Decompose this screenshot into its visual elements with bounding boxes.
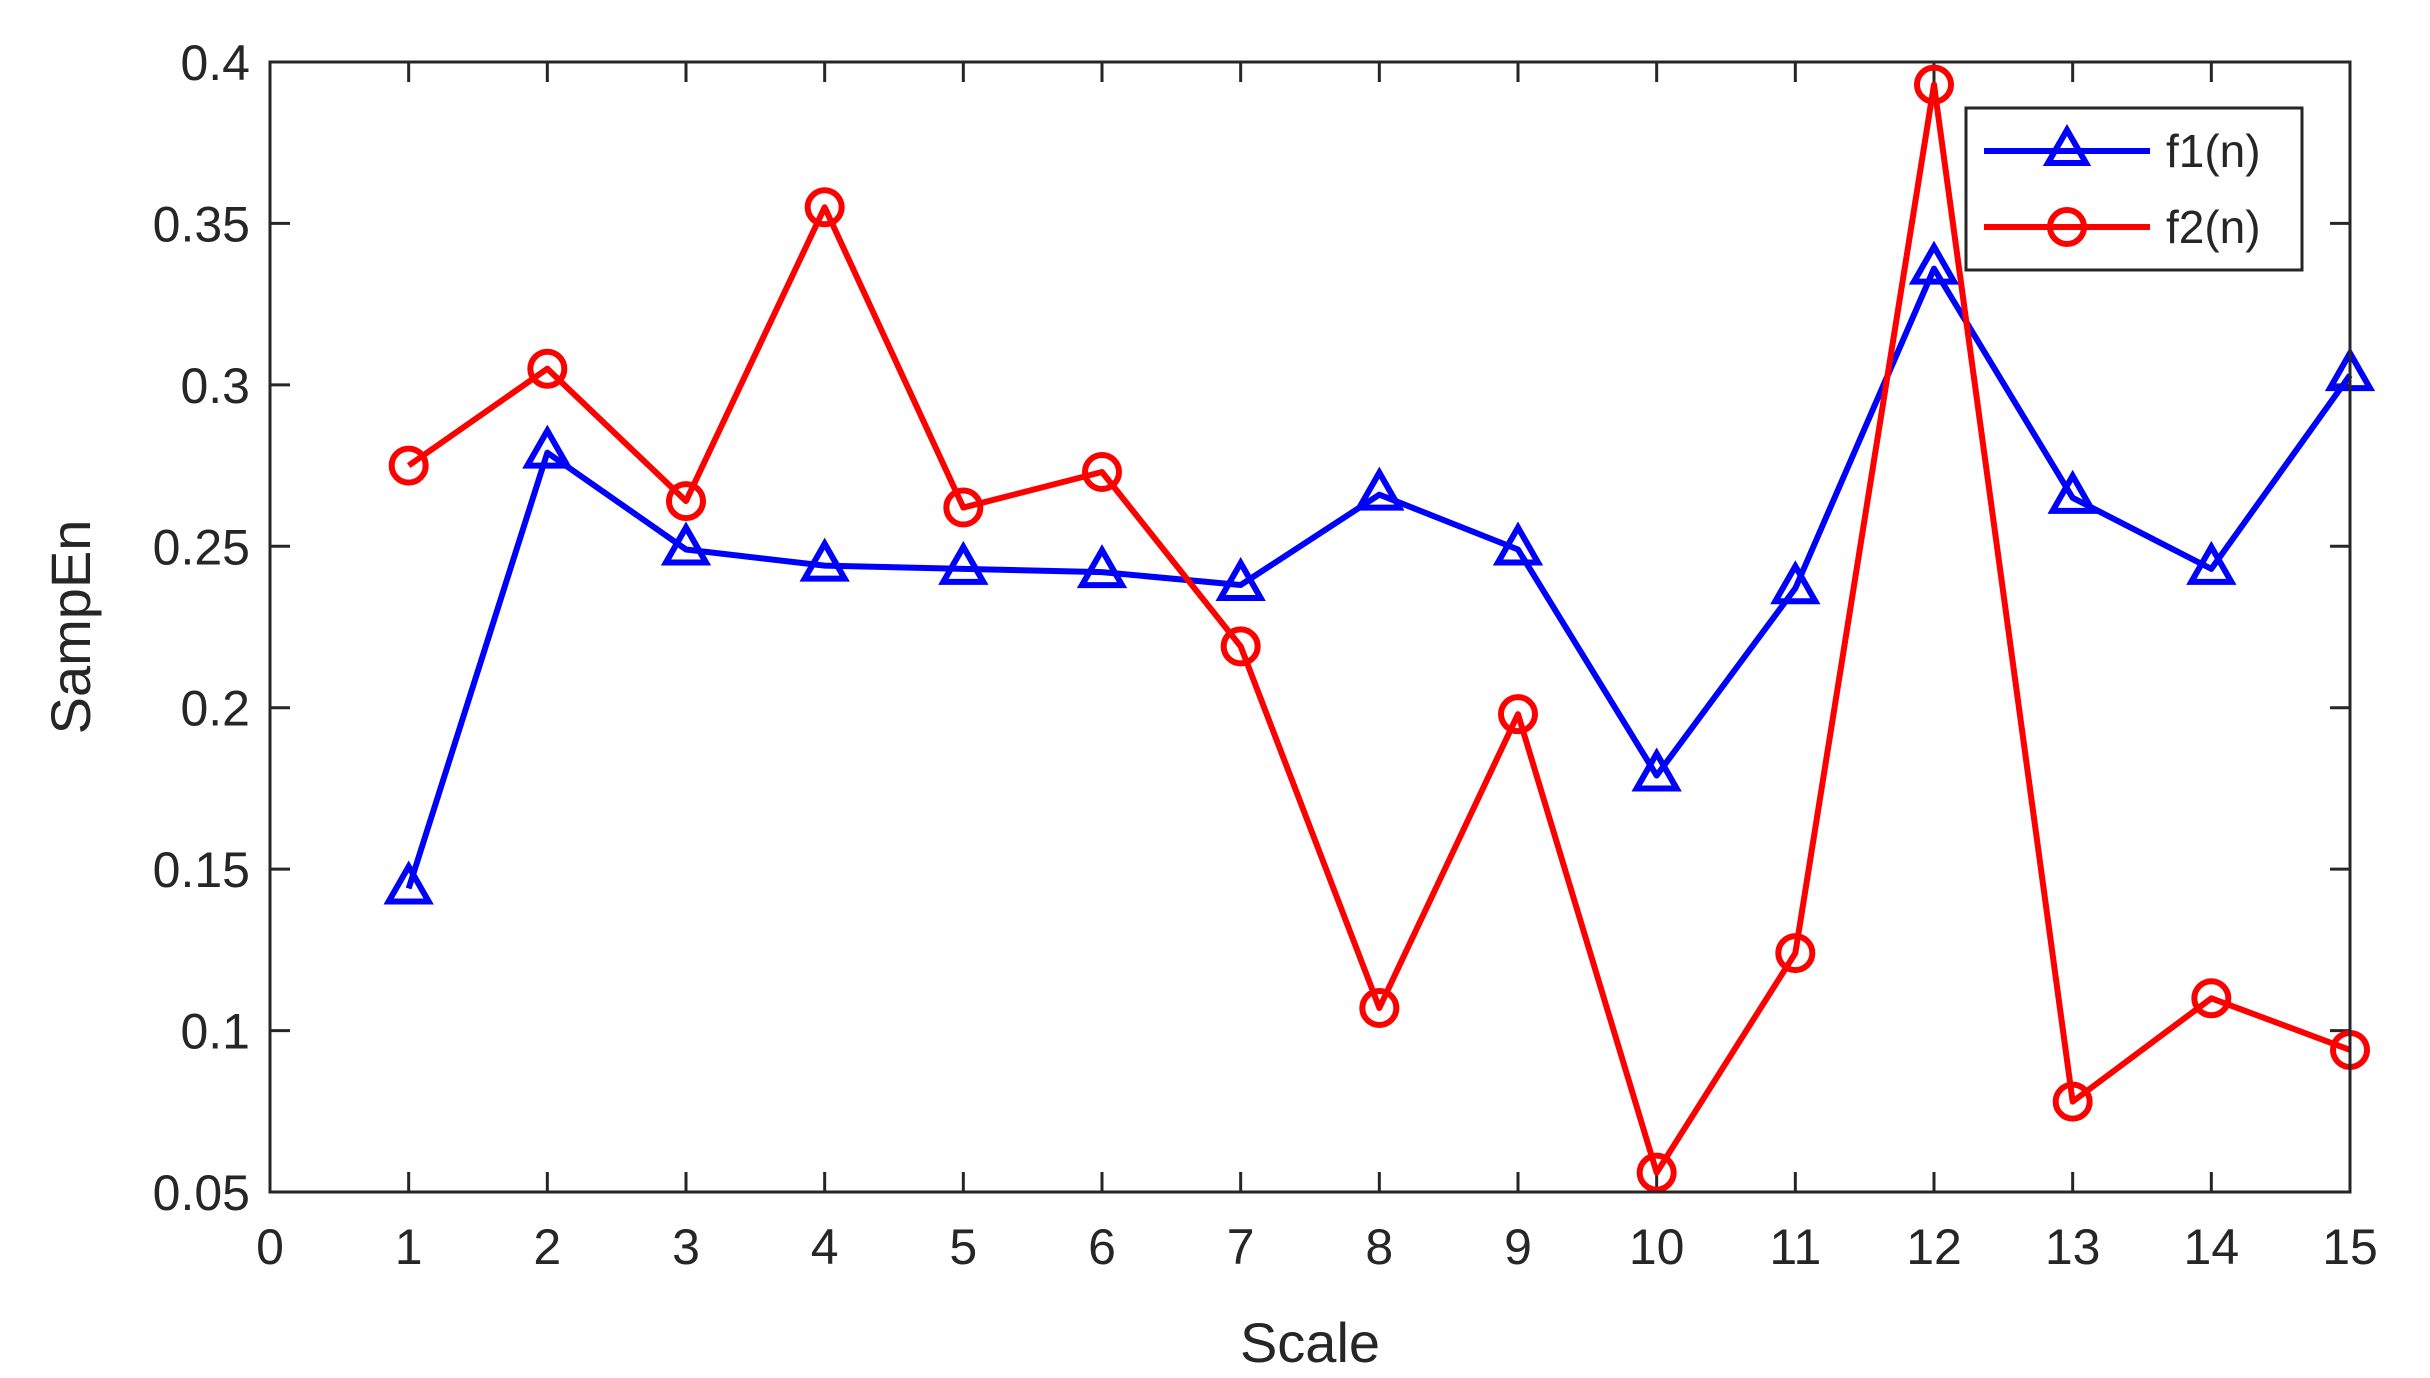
legend-marker-f2 — [2047, 207, 2087, 247]
x-tick-label: 12 — [1906, 1219, 1962, 1275]
y-tick-label: 0.15 — [153, 842, 250, 898]
series-1-point — [799, 537, 850, 582]
x-tick-label: 2 — [533, 1219, 561, 1275]
x-tick-label: 10 — [1629, 1219, 1685, 1275]
x-tick-label: 8 — [1365, 1219, 1393, 1275]
series-2-point — [1775, 933, 1816, 974]
x-tick-label: 1 — [395, 1219, 423, 1275]
y-tick-label: 0.1 — [180, 1004, 250, 1060]
x-tick-label: 7 — [1227, 1219, 1255, 1275]
x-tick-label: 11 — [1769, 1219, 1821, 1275]
series-1-point — [2186, 540, 2237, 585]
series-1-point — [1215, 556, 1266, 602]
series-2-point — [527, 348, 568, 389]
series-1-point — [660, 521, 712, 566]
series-1-point — [2047, 469, 2098, 514]
series-2-point — [1914, 64, 1954, 105]
legend-label-f2: f2(n) — [2166, 201, 2261, 253]
y-tick-label: 0.2 — [180, 681, 250, 737]
x-tick-label: 6 — [1088, 1219, 1116, 1275]
y-tick-label: 0.25 — [153, 519, 250, 575]
y-axis-title: SampEn — [39, 520, 102, 735]
series-1-point — [1354, 466, 1405, 511]
series-1-point — [1770, 560, 1821, 605]
x-tick-label: 0 — [256, 1219, 284, 1275]
series-2-point — [1220, 626, 1261, 667]
x-tick-label: 3 — [672, 1219, 700, 1275]
series-1 — [383, 240, 2376, 905]
series-1-point — [1492, 521, 1544, 566]
series-1-line — [405, 265, 2353, 890]
legend-box — [1964, 106, 2304, 272]
series-2-point — [388, 445, 429, 486]
series-2-point — [1636, 1152, 1677, 1193]
series-2-point — [666, 481, 706, 522]
x-axis-title: Scale — [1240, 1311, 1380, 1374]
series-2-point — [1498, 694, 1538, 735]
legend: f1(n) f2(n) — [1964, 106, 2304, 272]
series-1-point — [1908, 240, 1960, 285]
series-1-point — [1631, 747, 1682, 792]
x-tick-labels: 0 1 2 3 4 5 6 7 8 9 10 11 12 13 14 15 — [256, 1219, 2378, 1275]
series-2-point — [2191, 978, 2232, 1019]
x-tick-label: 14 — [2184, 1219, 2240, 1275]
plot-frame — [268, 60, 2352, 1194]
series-1-point — [383, 860, 434, 905]
y-tick-label: 0.3 — [180, 358, 250, 414]
x-tick-label: 13 — [2045, 1219, 2101, 1275]
legend-label-f1: f1(n) — [2166, 125, 2261, 177]
data-series — [383, 64, 2376, 1193]
x-tick-label: 9 — [1504, 1219, 1532, 1275]
series-1-point — [938, 540, 989, 585]
y-tick-label: 0.05 — [153, 1165, 250, 1221]
x-tick-label: 5 — [949, 1219, 977, 1275]
series-2-point — [2052, 1081, 2093, 1122]
legend-marker-f1 — [2042, 123, 2092, 166]
series-2-line — [406, 81, 2352, 1176]
x-tick-label: 15 — [2322, 1219, 2378, 1275]
series-2-point — [1082, 452, 1122, 493]
x-tick-label: 4 — [811, 1219, 839, 1275]
series-1-point — [522, 424, 573, 469]
y-tick-labels: 0.05 0.1 0.15 0.2 0.25 0.3 0.35 0.4 — [153, 35, 250, 1221]
y-tick-label: 0.35 — [153, 196, 250, 252]
series-2-point — [1359, 987, 1400, 1028]
series-1-point — [1076, 544, 1128, 589]
y-tick-label: 0.4 — [180, 35, 250, 91]
series-2-point — [804, 187, 845, 228]
series-2-point — [943, 487, 984, 528]
